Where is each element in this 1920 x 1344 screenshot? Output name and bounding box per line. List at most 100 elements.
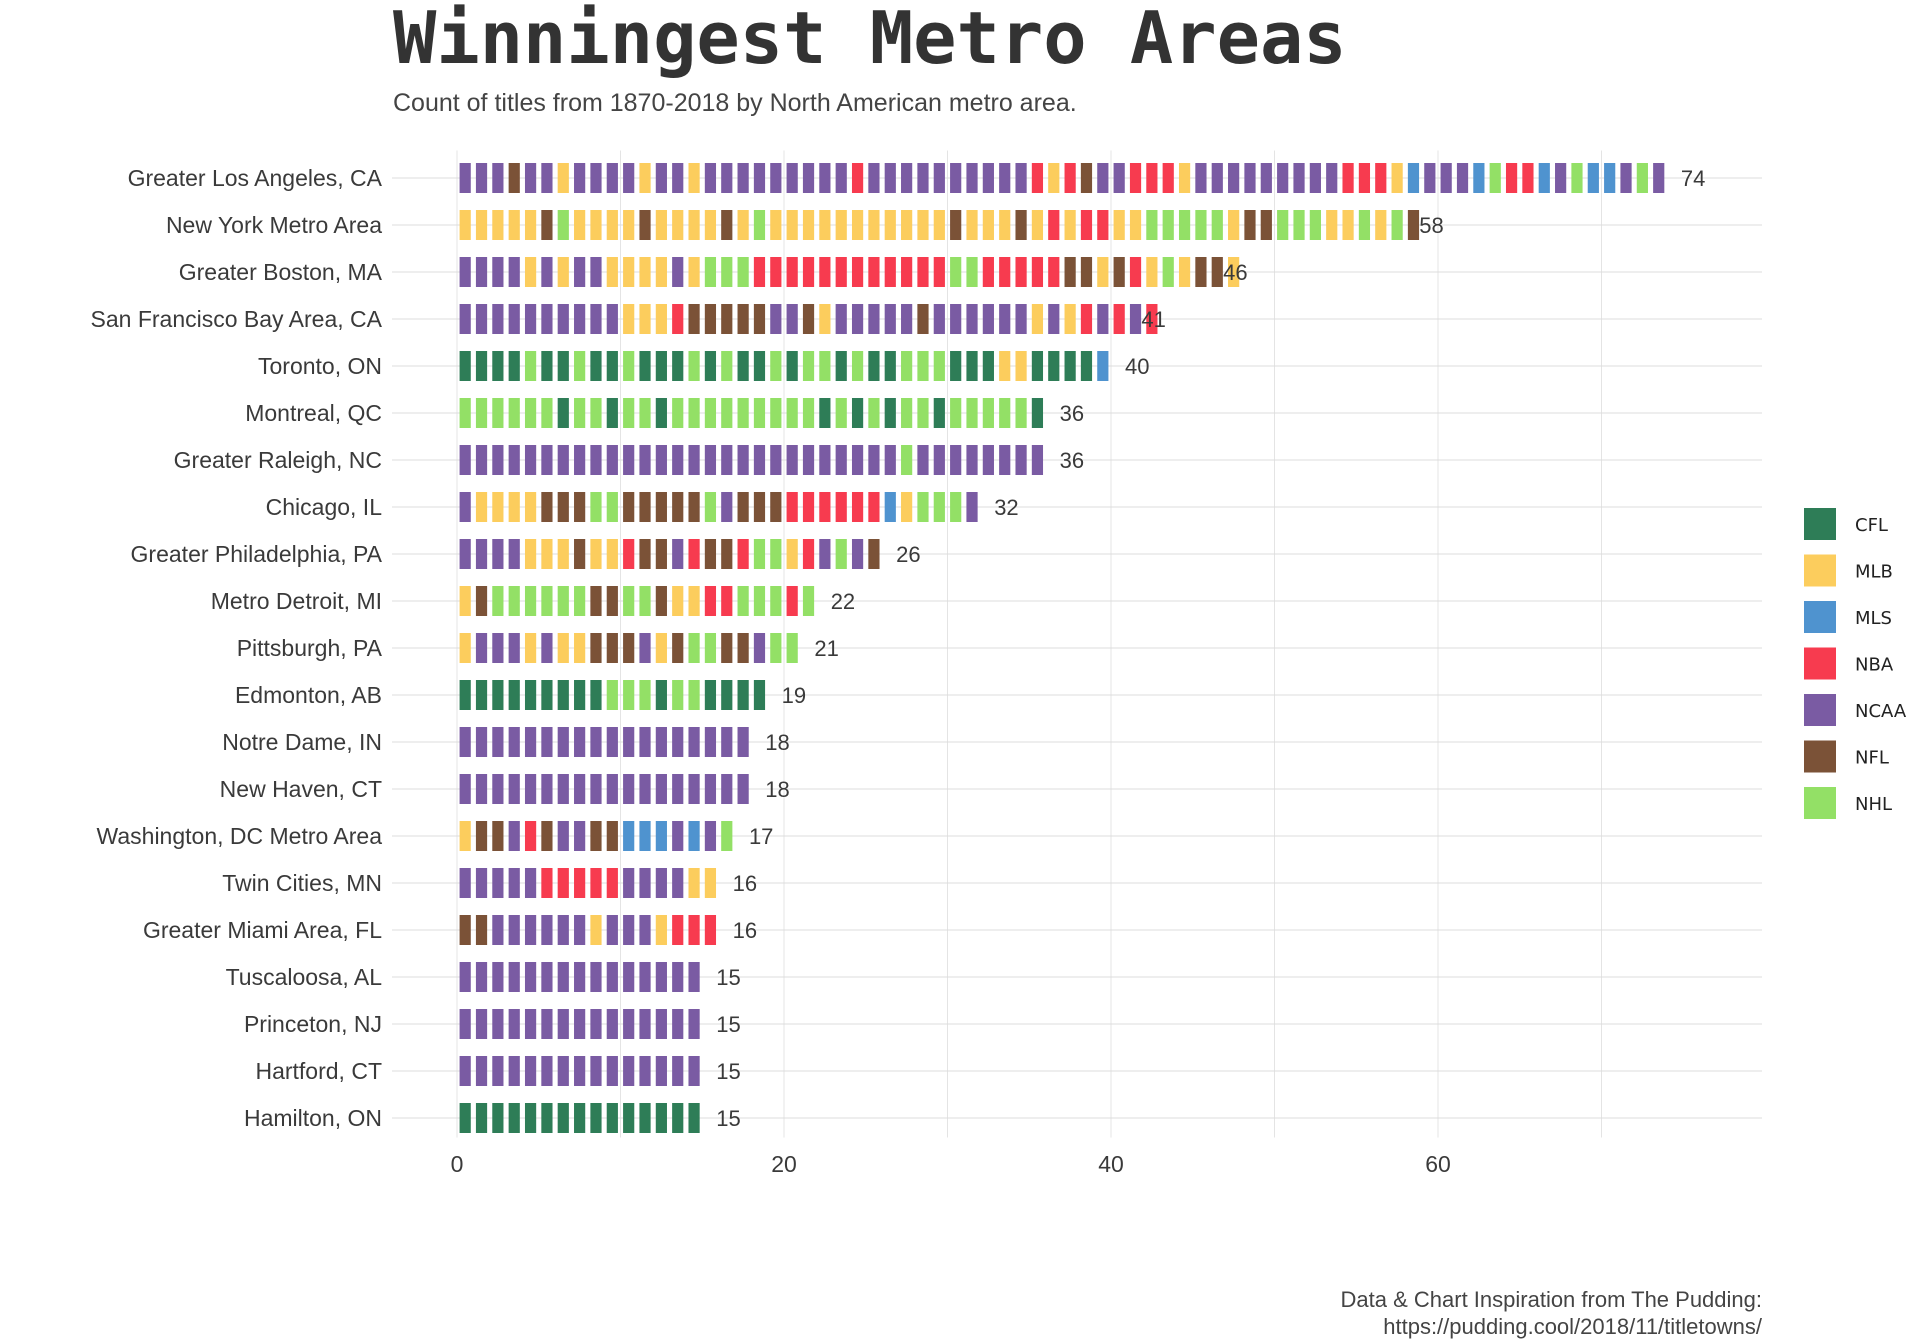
- bar-segment-cfl: [884, 398, 896, 428]
- bar-segment-nfl: [655, 492, 667, 522]
- bar-segment-ncaa: [1015, 445, 1027, 475]
- bar-segment-nhl: [704, 398, 717, 428]
- bar-segment-ncaa: [901, 163, 913, 193]
- bar-segment-ncaa: [770, 445, 782, 475]
- bar-segment-mlb: [590, 210, 602, 240]
- bar-segment-nhl: [802, 586, 815, 616]
- bar-segment-mlb: [835, 210, 847, 240]
- bar-segment-ncaa: [753, 445, 766, 475]
- category-label-new-haven-ct: New Haven, CT: [220, 776, 382, 802]
- bar-segment-nfl: [672, 633, 684, 663]
- bar-segment-ncaa: [606, 1009, 618, 1039]
- bar-segment-nfl: [606, 821, 618, 851]
- bar-segment-ncaa: [590, 304, 602, 334]
- bar-segment-ncaa: [688, 727, 700, 757]
- bar-segment-ncaa: [933, 304, 945, 334]
- bar-segment-nba: [851, 492, 864, 522]
- bar-segment-mlb: [508, 492, 520, 522]
- bar-segment-nhl: [753, 398, 766, 428]
- bar-segment-ncaa: [574, 1009, 586, 1039]
- bar-segment-ncaa: [966, 492, 978, 522]
- bar-segment-ncaa: [966, 445, 978, 475]
- bar-segment-cfl: [459, 680, 471, 710]
- bar-greater-raleigh-nc: [459, 445, 1044, 475]
- bar-segment-nhl: [459, 398, 471, 428]
- bar-segment-ncaa: [492, 962, 504, 992]
- bar-segment-mls: [688, 821, 700, 851]
- bar-segment-ncaa: [541, 304, 553, 334]
- bar-segment-ncaa: [557, 727, 569, 757]
- bar-segment-nhl: [508, 586, 520, 616]
- bar-segment-nfl: [1211, 257, 1223, 287]
- bar-segment-nhl: [475, 398, 488, 428]
- bar-segment-ncaa: [557, 821, 569, 851]
- bar-segment-ncaa: [655, 163, 667, 193]
- bar-metro-detroit-mi: [459, 586, 815, 616]
- legend-item-mls: MLS: [1804, 601, 1892, 633]
- bar-segment-ncaa: [672, 727, 684, 757]
- bar-segment-ncaa: [492, 304, 504, 334]
- bar-segment-ncaa: [950, 445, 962, 475]
- bar-segment-mlb: [1228, 210, 1240, 240]
- bar-segment-mlb: [737, 210, 749, 240]
- bar-segment-nfl: [459, 915, 471, 945]
- bar-tuscaloosa-al: [459, 962, 700, 992]
- bar-segment-cfl: [655, 1103, 667, 1133]
- bar-segment-mlb: [982, 210, 994, 240]
- bar-segment-ncaa: [475, 1056, 488, 1086]
- bar-segment-ncaa: [574, 915, 586, 945]
- bar-segment-nfl: [688, 492, 700, 522]
- bar-segment-ncaa: [982, 304, 994, 334]
- bar-segment-ncaa: [524, 868, 537, 898]
- bar-segment-mls: [1604, 163, 1616, 193]
- bar-segment-ncaa: [851, 445, 864, 475]
- category-label-twin-cities-mn: Twin Cities, MN: [222, 870, 382, 896]
- bar-segment-nfl: [721, 539, 733, 569]
- bar-segment-cfl: [557, 680, 569, 710]
- bar-segment-ncaa: [688, 1056, 700, 1086]
- bar-segment-ncaa: [753, 163, 766, 193]
- bar-segment-ncaa: [541, 915, 553, 945]
- bar-segment-nhl: [1146, 210, 1158, 240]
- grid: [392, 150, 1762, 1138]
- bar-hamilton-on: [459, 1103, 700, 1133]
- bar-segment-ncaa: [950, 163, 962, 193]
- bar-segment-nfl: [802, 304, 815, 334]
- bar-segment-nfl: [574, 539, 586, 569]
- bar-segment-cfl: [1064, 351, 1076, 381]
- bar-segment-ncaa: [1195, 163, 1207, 193]
- category-label-washington-dc-metro-area: Washington, DC Metro Area: [97, 823, 383, 849]
- bar-segment-cfl: [1080, 351, 1093, 381]
- bar-segment-nba: [802, 492, 815, 522]
- bar-segment-ncaa: [721, 774, 733, 804]
- bar-segment-nhl: [851, 351, 864, 381]
- bar-segment-ncaa: [459, 962, 471, 992]
- bar-segment-ncaa: [721, 163, 733, 193]
- bars: [459, 163, 1665, 1133]
- bar-segment-mlb: [819, 210, 831, 240]
- bar-segment-mlb: [623, 210, 635, 240]
- bar-segment-nhl: [524, 351, 537, 381]
- bar-segment-ncaa: [475, 633, 488, 663]
- bar-segment-ncaa: [672, 774, 684, 804]
- bar-segment-ncaa: [917, 163, 929, 193]
- bar-segment-mlb: [492, 492, 504, 522]
- bar-segment-ncaa: [1048, 304, 1060, 334]
- bar-segment-mlb: [606, 539, 618, 569]
- bar-segment-nba: [1015, 257, 1027, 287]
- bar-segment-mlb: [639, 257, 651, 287]
- bar-segment-mlb: [688, 257, 700, 287]
- bar-segment-nhl: [753, 539, 766, 569]
- bar-segment-ncaa: [508, 1056, 520, 1086]
- bar-segment-nfl: [1064, 257, 1076, 287]
- bar-segment-mlb: [966, 210, 978, 240]
- bar-segment-ncaa: [492, 1009, 504, 1039]
- category-label-greater-los-angeles-ca: Greater Los Angeles, CA: [128, 165, 383, 191]
- category-label-toronto-on: Toronto, ON: [258, 353, 382, 379]
- bar-segment-mlb: [459, 586, 471, 616]
- bar-segment-nfl: [606, 586, 618, 616]
- bar-twin-cities-mn: [459, 868, 717, 898]
- bar-segment-mlb: [704, 868, 717, 898]
- bar-segment-mlb: [655, 304, 667, 334]
